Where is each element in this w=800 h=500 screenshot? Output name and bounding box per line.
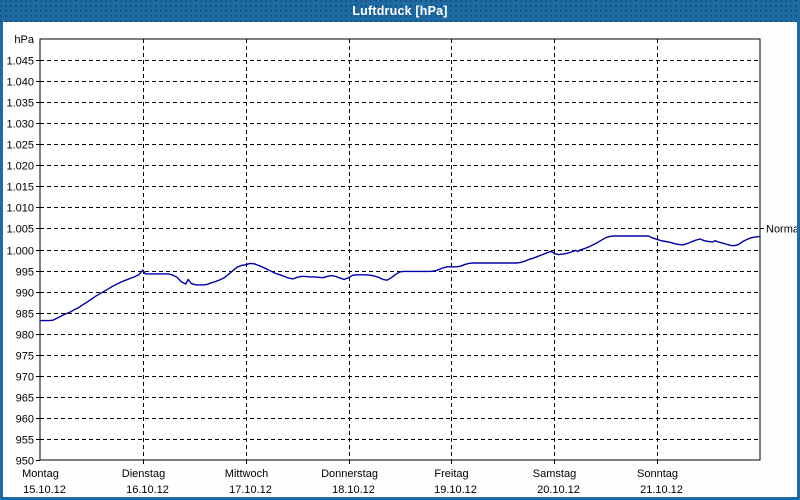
y-axis-tick-label: 1.025	[6, 140, 34, 152]
y-axis-tick-label: 965	[16, 393, 34, 405]
pressure-line	[39, 235, 761, 322]
y-axis-tick-label: 980	[16, 330, 34, 342]
window-title: Luftdruck [hPa]	[352, 4, 448, 18]
y-axis-tick-label: 1.005	[6, 224, 34, 236]
day-label: Samstag	[533, 468, 576, 480]
y-axis-tick-label: 1.045	[6, 56, 34, 68]
y-axis-tick-label: 1.015	[6, 182, 34, 194]
y-axis-tick-label: 1.035	[6, 98, 34, 110]
y-axis-tick-label: 985	[16, 309, 34, 321]
normal-label: Normal	[766, 224, 800, 236]
date-label: 17.10.12	[229, 484, 272, 496]
y-axis-tick-label: 950	[16, 456, 34, 468]
date-label: 21.10.12	[640, 484, 683, 496]
y-axis-tick-label: 1.020	[6, 161, 34, 173]
day-label: Mittwoch	[225, 468, 268, 480]
y-axis-tick-label: 970	[16, 372, 34, 384]
date-label: 16.10.12	[126, 484, 169, 496]
day-label: Sonntag	[637, 468, 678, 480]
date-label: 18.10.12	[332, 484, 375, 496]
date-label: 19.10.12	[434, 484, 477, 496]
day-label: Donnerstag	[321, 468, 378, 480]
y-axis-tick-label: 995	[16, 267, 34, 279]
y-axis-unit-label: hPa	[14, 34, 34, 46]
y-axis-tick-label: 1.030	[6, 119, 34, 131]
y-axis-tick-label: 1.010	[6, 203, 34, 215]
day-label: Dienstag	[122, 468, 165, 480]
y-axis-tick-label: 955	[16, 435, 34, 447]
y-axis-tick-label: 960	[16, 414, 34, 426]
day-label: Freitag	[434, 468, 468, 480]
day-label: Montag	[22, 468, 59, 480]
window-titlebar: Luftdruck [hPa]	[0, 0, 800, 22]
y-axis-tick-label: 1.000	[6, 246, 34, 258]
plot-area	[39, 38, 761, 461]
y-axis-tick-label: 1.040	[6, 77, 34, 89]
date-label: 15.10.12	[23, 484, 66, 496]
y-axis-tick-label: 975	[16, 351, 34, 363]
y-axis-tick-label: 990	[16, 288, 34, 300]
date-label: 20.10.12	[537, 484, 580, 496]
